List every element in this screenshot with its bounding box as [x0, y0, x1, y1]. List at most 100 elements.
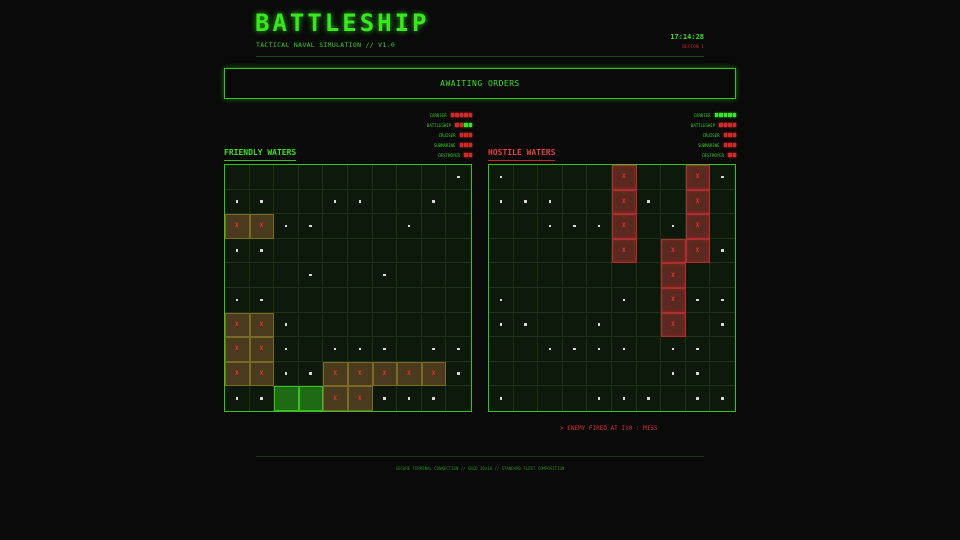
grid-cell-C8[interactable]: [538, 337, 563, 362]
grid-cell-F3[interactable]: X: [612, 214, 637, 239]
grid-cell-D1[interactable]: [562, 165, 588, 190]
grid-cell-C5[interactable]: [538, 263, 563, 288]
grid-cell-G6[interactable]: [636, 288, 662, 313]
grid-cell-D5[interactable]: [562, 263, 588, 288]
grid-cell-F9[interactable]: [612, 361, 637, 387]
grid-cell-B3[interactable]: [513, 214, 539, 239]
grid-cell-H4[interactable]: X: [661, 238, 686, 264]
grid-cell-G2[interactable]: [636, 189, 662, 215]
grid-cell-J4[interactable]: [710, 239, 735, 264]
grid-cell-F8[interactable]: [612, 337, 637, 362]
grid-cell-A4[interactable]: [489, 238, 514, 264]
grid-cell-J3[interactable]: [710, 214, 735, 239]
grid-cell-A7[interactable]: [489, 312, 514, 338]
grid-cell-G10[interactable]: [637, 386, 662, 411]
grid-cell-C4[interactable]: [538, 238, 563, 264]
grid-cell-H9[interactable]: [661, 361, 686, 387]
grid-cell-C2[interactable]: [538, 189, 563, 215]
grid-cell-B9[interactable]: [513, 361, 539, 387]
grid-cell-J9[interactable]: [710, 362, 735, 387]
grid-cell-I1[interactable]: X: [685, 165, 711, 190]
grid-cell-E2[interactable]: [587, 189, 612, 215]
grid-cell-C10[interactable]: [538, 386, 563, 411]
grid-cell-I9[interactable]: [685, 361, 711, 387]
grid-cell-G7[interactable]: [636, 312, 662, 338]
grid-cell-B4[interactable]: [513, 238, 539, 264]
grid-cell-J7[interactable]: [710, 313, 735, 338]
grid-cell-E6[interactable]: [587, 288, 612, 313]
grid-cell-E7[interactable]: [587, 312, 612, 338]
grid-cell-E1[interactable]: [587, 165, 612, 190]
grid-cell-I6[interactable]: [685, 288, 711, 313]
grid-cell-I7[interactable]: [685, 312, 711, 338]
grid-cell-B7[interactable]: [513, 312, 539, 338]
grid-cell-G5[interactable]: [636, 263, 662, 288]
grid-cell-G4[interactable]: [636, 238, 662, 264]
grid-cell-E10[interactable]: [587, 386, 612, 411]
grid-cell-H2[interactable]: [661, 189, 686, 215]
grid-cell-H1[interactable]: [661, 165, 686, 190]
grid-cell-A1[interactable]: [489, 165, 514, 190]
grid-cell-B5[interactable]: [513, 263, 539, 288]
grid-cell-H5[interactable]: X: [661, 263, 686, 288]
grid-cell-E3[interactable]: [587, 214, 612, 239]
grid-cell-F5[interactable]: [612, 263, 637, 288]
grid-cell-D7[interactable]: [562, 312, 588, 338]
grid-cell-A8[interactable]: [489, 337, 514, 362]
grid-cell-A5[interactable]: [489, 263, 514, 288]
grid-cell-A9[interactable]: [489, 361, 514, 387]
grid-cell-I4[interactable]: X: [685, 238, 711, 264]
grid-cell-I5[interactable]: [685, 263, 711, 288]
grid-cell-H10[interactable]: [661, 386, 686, 411]
grid-cell-D10[interactable]: [563, 386, 588, 411]
grid-cell-H6[interactable]: X: [661, 288, 686, 313]
grid-cell-J1[interactable]: [710, 165, 735, 190]
grid-cell-D9[interactable]: [562, 361, 588, 387]
grid-cell-D3[interactable]: [562, 214, 588, 239]
grid-cell-B10[interactable]: [514, 386, 539, 411]
grid-cell-I2[interactable]: X: [685, 189, 711, 215]
grid-cell-E9[interactable]: [587, 361, 612, 387]
grid-cell-F4[interactable]: X: [612, 238, 637, 264]
grid-cell-C7[interactable]: [538, 312, 563, 338]
grid-cell-C3[interactable]: [538, 214, 563, 239]
grid-cell-B1[interactable]: [513, 165, 539, 190]
grid-cell-B2[interactable]: [513, 189, 539, 215]
grid-cell-D4[interactable]: [562, 238, 588, 264]
grid-cell-C9[interactable]: [538, 361, 563, 387]
grid-cell-A10[interactable]: [489, 386, 514, 411]
grid-cell-G3[interactable]: [636, 214, 662, 239]
grid-cell-F10[interactable]: [612, 386, 637, 411]
grid-cell-F7[interactable]: [612, 312, 637, 338]
grid-cell-I10[interactable]: [686, 386, 711, 411]
grid-cell-A3[interactable]: [489, 214, 514, 239]
grid-cell-H3[interactable]: [661, 214, 686, 239]
grid-cell-J10[interactable]: [710, 386, 735, 411]
grid-cell-E8[interactable]: [587, 337, 612, 362]
grid-cell-B6[interactable]: [513, 288, 539, 313]
grid-cell-J8[interactable]: [710, 337, 735, 362]
grid-cell-F6[interactable]: [612, 288, 637, 313]
grid-cell-C6[interactable]: [538, 288, 563, 313]
grid-cell-A6[interactable]: [489, 288, 514, 313]
grid-cell-G8[interactable]: [636, 337, 662, 362]
grid-cell-J2[interactable]: [710, 190, 735, 215]
grid-cell-J5[interactable]: [710, 263, 735, 288]
grid-cell-B8[interactable]: [513, 337, 539, 362]
grid-cell-I3[interactable]: X: [685, 214, 711, 239]
grid-cell-D2[interactable]: [562, 189, 588, 215]
grid-cell-C1[interactable]: [538, 165, 563, 190]
grid-cell-E4[interactable]: [587, 238, 612, 264]
grid-cell-G1[interactable]: [636, 165, 662, 190]
grid-cell-D6[interactable]: [562, 288, 588, 313]
grid-cell-I8[interactable]: [685, 337, 711, 362]
hostile-grid[interactable]: X X X X X X X X X X X X: [488, 164, 736, 412]
grid-cell-H7[interactable]: X: [661, 312, 686, 338]
grid-cell-J6[interactable]: [710, 288, 735, 313]
grid-cell-H8[interactable]: [661, 337, 686, 362]
grid-cell-F2[interactable]: X: [612, 189, 637, 215]
grid-cell-F1[interactable]: X: [612, 165, 637, 190]
grid-cell-A2[interactable]: [489, 189, 514, 215]
grid-cell-D8[interactable]: [562, 337, 588, 362]
grid-cell-G9[interactable]: [636, 361, 662, 387]
